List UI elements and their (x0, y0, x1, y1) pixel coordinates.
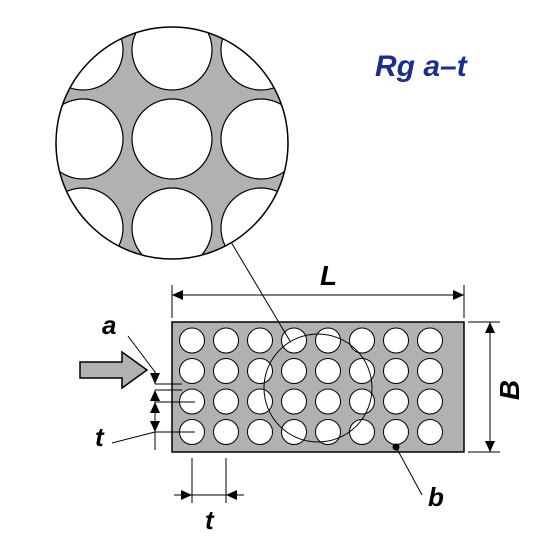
dimension-label-B: B (494, 380, 526, 400)
diagram-canvas (0, 0, 550, 550)
dimension-label-t-horizontal: t (205, 505, 214, 536)
dimension-label-t-vertical: t (95, 422, 104, 453)
dimension-label-a: a (102, 310, 116, 341)
label-b: b (428, 482, 444, 513)
dimension-label-L: L (320, 260, 337, 292)
diagram-title: Rg a–t (375, 50, 467, 84)
